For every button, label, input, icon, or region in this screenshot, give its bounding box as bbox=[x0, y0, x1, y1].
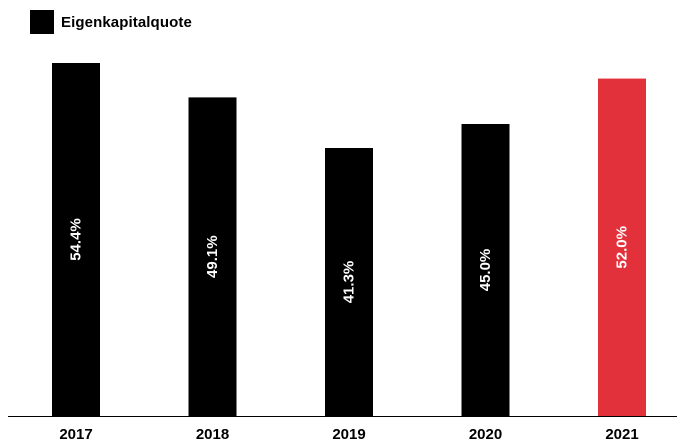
bars-group: 54.4% 49.1% 41.3% 45.0% 52.0% bbox=[52, 63, 646, 417]
x-tick-label-2019: 2019 bbox=[332, 426, 365, 443]
x-tick-label-2020: 2020 bbox=[469, 426, 502, 443]
x-tick-label-2017: 2017 bbox=[59, 426, 92, 443]
bar-2019 bbox=[325, 148, 373, 417]
x-tick-label-2021: 2021 bbox=[605, 426, 638, 443]
bar-value-label-2017: 54.4% bbox=[68, 218, 85, 261]
legend-swatch bbox=[30, 10, 54, 34]
chart-legend: Eigenkapitalquote bbox=[30, 10, 192, 34]
x-tick-label-2018: 2018 bbox=[196, 426, 229, 443]
x-axis-ticks: 2017 2018 2019 2020 2021 bbox=[59, 426, 638, 443]
bar-2021 bbox=[598, 78, 646, 416]
bar-value-label-2021: 52.0% bbox=[614, 226, 631, 269]
bar-2017 bbox=[52, 63, 100, 416]
bar-value-label-2018: 49.1% bbox=[204, 235, 221, 278]
bar-value-label-2019: 41.3% bbox=[341, 261, 358, 304]
bar-value-label-2020: 45.0% bbox=[477, 249, 494, 292]
bar-2020 bbox=[461, 123, 510, 416]
bar-2018 bbox=[188, 97, 237, 416]
legend-label: Eigenkapitalquote bbox=[61, 13, 192, 31]
